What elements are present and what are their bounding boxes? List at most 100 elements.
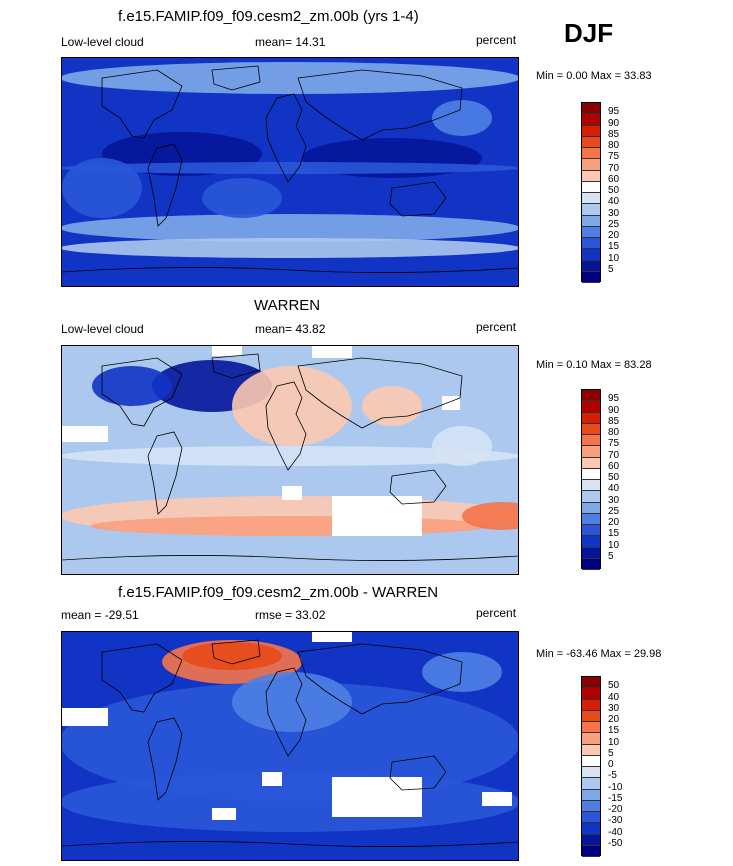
colorbar-tick-label: 95: [608, 106, 620, 118]
colorbar-swatch: [582, 525, 600, 537]
panel-2-min-max: Min = 0.10 Max = 83.28: [536, 359, 652, 371]
colorbar-tick-label: -50: [608, 837, 623, 849]
panel-3-title: f.e15.FAMIP.f09_f09.cesm2_zm.00b - WARRE…: [118, 584, 439, 601]
colorbar-tick-label: 5: [608, 550, 614, 562]
colorbar-tick-label: 20: [608, 517, 620, 528]
colorbar-tick-label: 25: [608, 505, 620, 517]
panel-2-mean: mean= 43.82: [255, 322, 326, 336]
colorbar-tick-label: 40: [608, 196, 620, 208]
panel-3-colorbar: [581, 676, 601, 857]
colorbar-tick-label: 20: [608, 714, 620, 725]
colorbar-tick-label: 50: [608, 472, 620, 483]
colorbar-tick-label: 90: [608, 404, 620, 416]
colorbar-tick-label: -10: [608, 781, 623, 793]
colorbar-swatch: [582, 823, 600, 835]
colorbar-swatch: [582, 812, 600, 824]
colorbar-swatch: [582, 226, 600, 238]
colorbar-tick-label: 10: [608, 539, 620, 551]
panel-1-map: [61, 57, 519, 287]
colorbar-tick-label: 75: [608, 151, 620, 163]
colorbar-tick-label: 60: [608, 460, 620, 472]
season-label: DJF: [564, 18, 614, 48]
colorbar-swatch: [582, 249, 600, 261]
colorbar-tick-label: 40: [608, 483, 620, 495]
colorbar-tick-label: -40: [608, 826, 623, 838]
colorbar-tick-label: 80: [608, 427, 620, 438]
colorbar-swatch: [582, 558, 600, 570]
colorbar-swatch: [582, 412, 600, 424]
colorbar-swatch: [582, 170, 600, 182]
colorbar-tick-label: 10: [608, 252, 620, 264]
panel-2-title: WARREN: [254, 297, 321, 314]
colorbar-tick-label: 70: [608, 449, 620, 461]
colorbar-swatch: [582, 845, 600, 857]
colorbar-swatch: [582, 457, 600, 469]
colorbar-swatch: [582, 536, 600, 548]
colorbar-swatch: [582, 125, 600, 137]
colorbar-tick-label: 50: [608, 680, 620, 692]
colorbar-swatch: [582, 722, 600, 734]
colorbar-swatch: [582, 204, 600, 216]
panel-1-min-max: Min = 0.00 Max = 33.83: [536, 70, 652, 82]
colorbar-tick-label: 80: [608, 140, 620, 151]
colorbar-tick-label: 15: [608, 528, 620, 540]
colorbar-tick-label: 20: [608, 230, 620, 241]
colorbar-tick-label: 85: [608, 128, 620, 140]
panel-1-variable: Low-level cloud: [61, 35, 144, 49]
colorbar-swatch: [582, 390, 600, 402]
panel-1-title: f.e15.FAMIP.f09_f09.cesm2_zm.00b (yrs 1-…: [118, 8, 419, 25]
panel-3-min-max: Min = -63.46 Max = 29.98: [536, 648, 662, 660]
colorbar-swatch: [582, 103, 600, 115]
colorbar-tick-label: 40: [608, 691, 620, 703]
panel-2-colorbar: [581, 389, 601, 570]
colorbar-tick-label: 5: [608, 263, 614, 275]
colorbar-swatch: [582, 733, 600, 745]
colorbar-swatch: [582, 677, 600, 689]
colorbar-tick-label: 15: [608, 241, 620, 253]
colorbar-tick-label: -30: [608, 815, 623, 827]
colorbar-swatch: [582, 215, 600, 227]
colorbar-swatch: [582, 688, 600, 700]
colorbar-tick-label: 85: [608, 415, 620, 427]
colorbar-swatch: [582, 834, 600, 846]
colorbar-tick-label: -15: [608, 792, 623, 804]
colorbar-swatch: [582, 789, 600, 801]
colorbar-swatch: [582, 238, 600, 250]
panel-3-map: [61, 631, 519, 861]
panel-3-rmse: rmse = 33.02: [255, 608, 326, 622]
colorbar-tick-label: -20: [608, 804, 623, 815]
colorbar-tick-label: 90: [608, 117, 620, 129]
colorbar-swatch: [582, 755, 600, 767]
colorbar-tick-label: 70: [608, 162, 620, 174]
colorbar-swatch: [582, 260, 600, 272]
colorbar-swatch: [582, 401, 600, 413]
colorbar-swatch: [582, 193, 600, 205]
colorbar-swatch: [582, 114, 600, 126]
panel-1-units: percent: [476, 33, 517, 47]
colorbar-swatch: [582, 513, 600, 525]
colorbar-swatch: [582, 435, 600, 447]
colorbar-tick-label: 0: [608, 759, 614, 770]
colorbar-tick-label: 30: [608, 702, 620, 714]
colorbar-tick-label: 25: [608, 218, 620, 230]
panel-3-units: percent: [476, 606, 517, 620]
colorbar-swatch: [582, 136, 600, 148]
colorbar-swatch: [582, 699, 600, 711]
colorbar-swatch: [582, 271, 600, 283]
panel-1-mean: mean= 14.31: [255, 35, 326, 49]
colorbar-tick-label: 75: [608, 438, 620, 450]
colorbar-tick-label: 30: [608, 494, 620, 506]
colorbar-tick-label: -5: [608, 770, 617, 782]
colorbar-swatch: [582, 744, 600, 756]
colorbar-swatch: [582, 468, 600, 480]
panel-2-map: [61, 345, 519, 575]
colorbar-tick-label: 15: [608, 725, 620, 737]
colorbar-swatch: [582, 423, 600, 435]
panel-2-units: percent: [476, 320, 517, 334]
colorbar-swatch: [582, 710, 600, 722]
panel-3-mean: mean = -29.51: [61, 608, 139, 622]
colorbar-swatch: [582, 767, 600, 779]
colorbar-swatch: [582, 148, 600, 160]
colorbar-swatch: [582, 446, 600, 458]
colorbar-swatch: [582, 778, 600, 790]
